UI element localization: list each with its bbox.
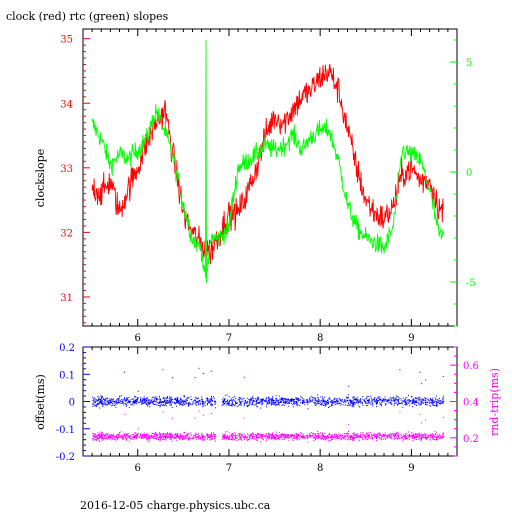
offset-left-axis: -0.2 -0.1 0 0.1 0.2 bbox=[56, 343, 90, 463]
rnd-trip-y-axis-label: rnd-trip(ms) bbox=[488, 368, 501, 436]
x-tick-label: 8 bbox=[317, 333, 323, 344]
y-tick-label: 32 bbox=[60, 228, 73, 239]
rnd-trip-series-points bbox=[92, 410, 445, 443]
y2-tick-label: 0.2 bbox=[463, 434, 479, 445]
slopes-plot-frame bbox=[82, 28, 458, 327]
y2-tick-label: 0.4 bbox=[463, 398, 479, 409]
chart-title: clock (red) rtc (green) slopes bbox=[6, 10, 169, 23]
offset-right-axis: 0.2 0.4 0.6 bbox=[450, 346, 479, 457]
offset-points bbox=[92, 367, 445, 410]
y-tick-label: 0.2 bbox=[59, 343, 75, 354]
y-tick-label: -0.2 bbox=[56, 452, 75, 463]
clock-series-line bbox=[91, 63, 444, 264]
x-tick-label: 6 bbox=[135, 333, 141, 344]
y2-tick-label: 0.6 bbox=[463, 361, 479, 372]
y2-tick-label: 0 bbox=[466, 168, 472, 179]
y-tick-label: 35 bbox=[60, 35, 73, 46]
y-tick-label: 0 bbox=[69, 398, 75, 409]
slopes-panel: 6 7 8 9 31 32 33 34 35 -5 0 5 clockslope bbox=[34, 28, 476, 344]
x-tick-label: 7 bbox=[226, 333, 232, 344]
x-tick-label: 9 bbox=[408, 333, 414, 344]
y-tick-label: 31 bbox=[60, 293, 73, 304]
rtc-line bbox=[91, 39, 444, 284]
slopes-right-axis: -5 0 5 bbox=[450, 39, 476, 327]
offset-y-axis-label: offset(ms) bbox=[34, 374, 47, 430]
rtc-series-line bbox=[91, 39, 444, 284]
x-tick-label: 9 bbox=[408, 463, 414, 474]
offset-x-axis: 6 7 8 9 bbox=[91, 347, 449, 474]
slopes-left-axis: 31 32 33 34 35 bbox=[60, 35, 90, 324]
offset-series-points bbox=[92, 367, 445, 410]
y2-tick-label: 5 bbox=[466, 58, 472, 69]
y-tick-label: -0.1 bbox=[56, 425, 75, 436]
x-tick-label: 6 bbox=[135, 463, 141, 474]
slopes-x-axis: 6 7 8 9 bbox=[91, 29, 449, 344]
offset-panel: 6 7 8 9 -0.2 -0.1 0 0.1 0.2 0.2 0.4 0.6 offset(ms… bbox=[34, 343, 501, 474]
clock-line bbox=[91, 63, 444, 264]
x-tick-label: 7 bbox=[226, 463, 232, 474]
offset-plot-frame bbox=[82, 346, 458, 457]
footer-caption: 2016-12-05 charge.physics.ubc.ca bbox=[80, 499, 271, 512]
y2-tick-label: -5 bbox=[466, 278, 476, 289]
x-tick-label: 8 bbox=[317, 463, 323, 474]
y-tick-label: 33 bbox=[60, 164, 73, 175]
slopes-y-axis-label: clockslope bbox=[34, 149, 47, 207]
y-tick-label: 0.1 bbox=[59, 370, 75, 381]
y-tick-label: 34 bbox=[60, 99, 73, 110]
rnd-trip-points bbox=[92, 410, 445, 443]
